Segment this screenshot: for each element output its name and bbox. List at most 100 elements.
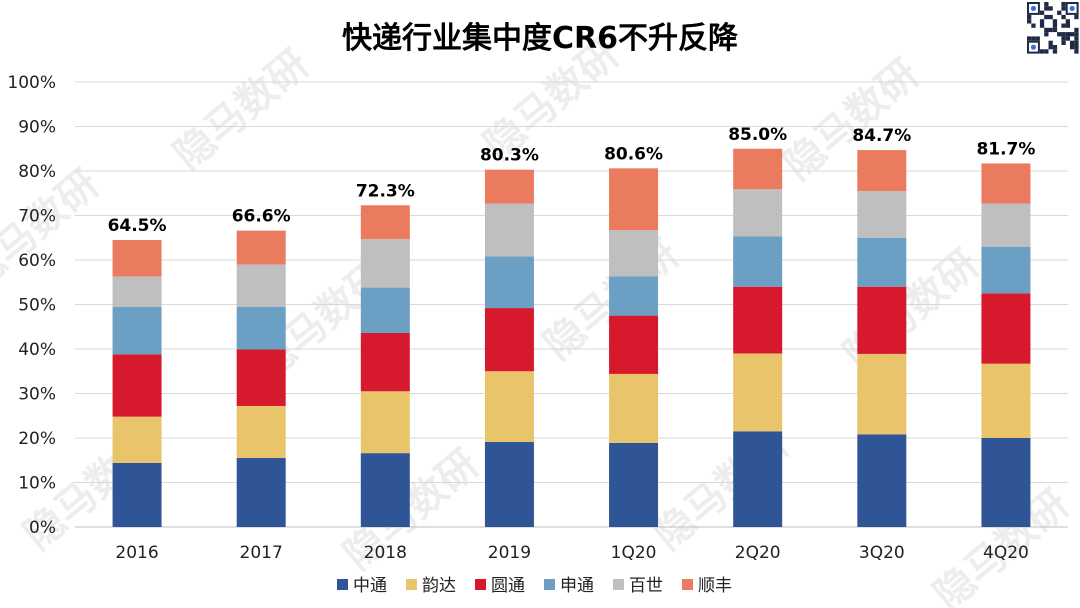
bars [112, 148, 1031, 527]
qr-module [1039, 10, 1045, 15]
legend-swatch [337, 579, 348, 590]
qr-module [1052, 23, 1058, 28]
legend-label: 顺丰 [698, 576, 732, 596]
bar-segment [112, 306, 162, 355]
bar-segment [236, 306, 286, 350]
total-label: 84.7% [852, 126, 911, 146]
x-tick-label: 2016 [115, 543, 158, 563]
legend-label: 申通 [560, 576, 594, 596]
legend-label: 韵达 [422, 576, 456, 596]
qr-finder [1027, 2, 1040, 15]
bar-totals: 64.5% 66.6% 72.3% 80.3% 80.6% 85.0% 84.7% 81.7% [108, 125, 1036, 236]
qr-module [1061, 2, 1066, 7]
qr-module [1074, 36, 1079, 41]
qr-module [1070, 45, 1075, 50]
qr-module [1052, 19, 1058, 24]
bar-segment [733, 286, 783, 354]
qr-module [1074, 45, 1079, 50]
legend-label: 圆通 [491, 576, 525, 596]
qr-module [1044, 49, 1049, 54]
qr-finder-dot [1030, 44, 1037, 50]
legend-swatch [613, 579, 624, 590]
qr-module [1048, 40, 1053, 45]
bar-segment [981, 203, 1031, 247]
qr-module [1052, 45, 1058, 50]
qr-finder [1065, 2, 1079, 15]
bar-segment [112, 276, 162, 307]
x-tick-label: 1Q20 [611, 543, 657, 563]
legend-label: 百世 [629, 576, 663, 596]
qr-module [1074, 14, 1079, 20]
legend-label: 中通 [353, 576, 387, 596]
x-axis: 2016 2017 2018 2019 1Q20 2Q20 3Q20 4Q20 [115, 543, 1028, 563]
bar-segment [484, 308, 534, 372]
qr-module [1061, 36, 1066, 41]
watermark-text: 隐马数研 [336, 441, 488, 579]
qr-module [1039, 49, 1045, 54]
bar-segment [857, 191, 907, 238]
y-tick-label: 40% [18, 340, 56, 360]
x-tick-label: 2017 [240, 543, 283, 563]
bar-segment [112, 354, 162, 417]
y-tick-label: 0% [29, 518, 56, 538]
total-label: 81.7% [976, 139, 1035, 159]
qr-module [1044, 27, 1049, 33]
qr-code-icon [1027, 2, 1079, 54]
qr-module [1039, 23, 1045, 28]
bar-segment [236, 405, 286, 459]
bar-segment [981, 163, 1031, 204]
qr-module [1074, 40, 1079, 45]
qr-module [1061, 32, 1066, 37]
bar-segment [360, 391, 410, 454]
y-tick-label: 30% [18, 385, 56, 405]
qr-module [1065, 19, 1070, 24]
bar-segment [484, 371, 534, 443]
bar-segment [981, 246, 1031, 294]
bar-segment [484, 442, 534, 527]
qr-module [1048, 6, 1053, 11]
qr-module [1061, 14, 1066, 20]
y-tick-label: 70% [18, 207, 56, 227]
qr-finder-dot [1069, 5, 1075, 12]
y-tick-label: 100% [7, 73, 56, 93]
bar-segment [360, 453, 410, 527]
legend-swatch [406, 579, 417, 590]
qr-module [1031, 23, 1036, 28]
bar-segment [484, 169, 534, 204]
bar-segment [733, 148, 783, 190]
bar-segment [981, 293, 1031, 364]
legend-swatch [682, 579, 693, 590]
qr-module [1057, 32, 1062, 37]
bar-segment [236, 458, 286, 527]
bar-segment [733, 431, 783, 527]
x-tick-label: 4Q20 [983, 543, 1029, 563]
bar-segment [236, 230, 286, 265]
qr-module [1044, 6, 1049, 11]
qr-module [1065, 23, 1070, 28]
y-tick-label: 90% [18, 118, 56, 138]
total-label: 85.0% [728, 125, 787, 145]
total-label: 80.6% [604, 144, 663, 164]
total-label: 80.3% [480, 146, 539, 166]
bar-segment [112, 416, 162, 463]
qr-finder-dot [1030, 5, 1037, 12]
y-axis: 0% 10% 20% 30% 40% 50% 60% 70% 80% 90% 100% [7, 73, 56, 538]
bar-segment [733, 236, 783, 287]
total-label: 64.5% [108, 216, 167, 236]
qr-module [1065, 36, 1070, 41]
x-tick-label: 2Q20 [735, 543, 781, 563]
bar-segment [360, 332, 410, 392]
watermark-text: 隐马数研 [166, 41, 318, 179]
qr-module [1027, 19, 1032, 24]
bar-segment [484, 256, 534, 309]
y-tick-label: 10% [18, 474, 56, 494]
bar-segment [609, 276, 659, 316]
qr-module [1052, 49, 1058, 54]
bar-segment [360, 205, 410, 240]
bar-segment [857, 353, 907, 435]
y-tick-label: 50% [18, 296, 56, 316]
qr-module [1044, 2, 1049, 7]
qr-finder [1027, 40, 1040, 54]
x-tick-label: 3Q20 [859, 543, 905, 563]
